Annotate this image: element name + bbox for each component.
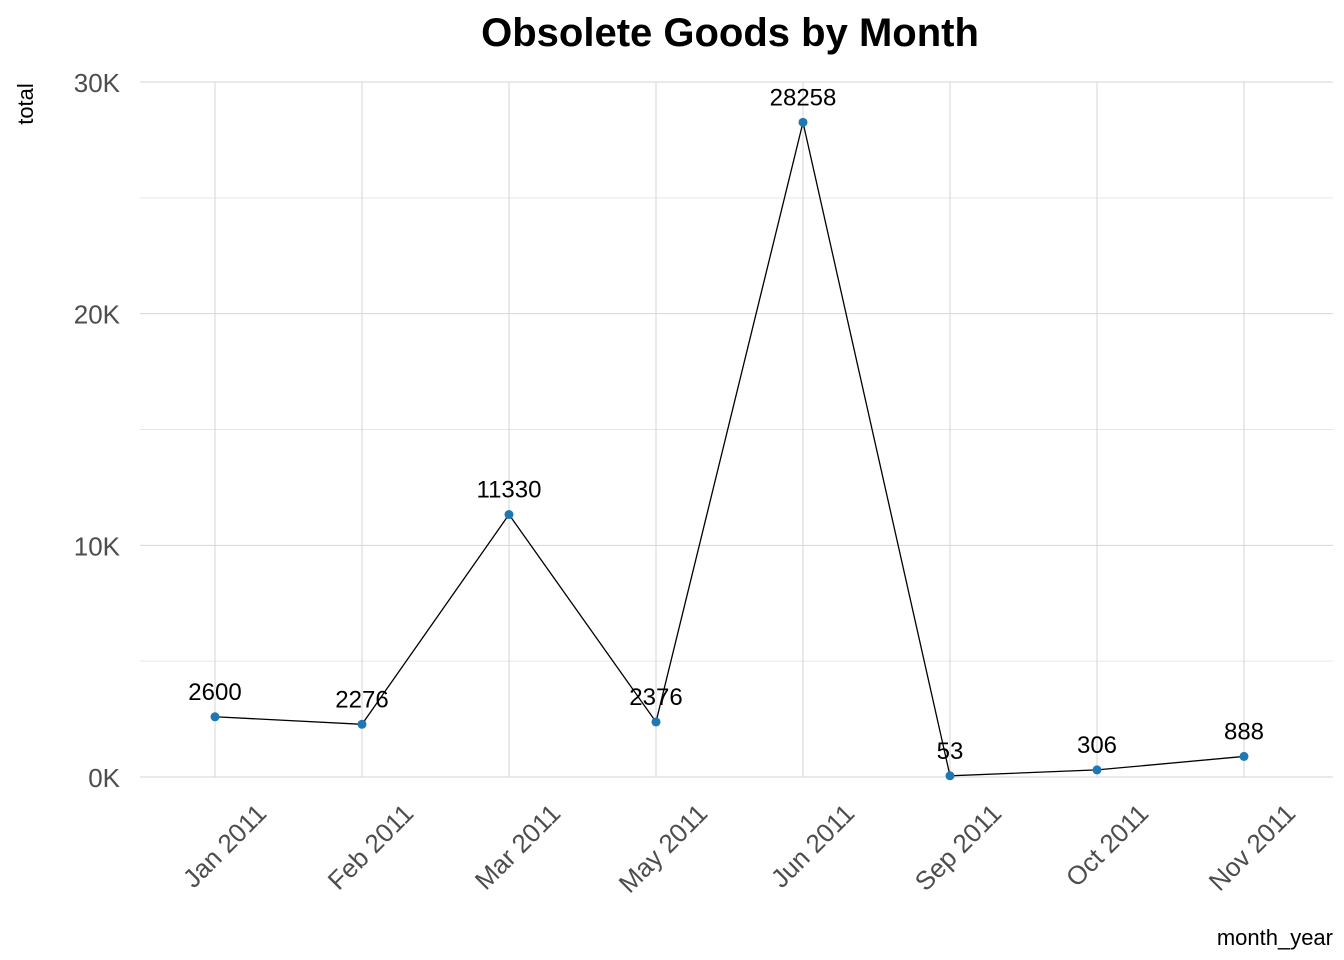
data-point [504, 510, 514, 520]
x-tick-label: Oct 2011 [1060, 798, 1154, 892]
data-point [798, 117, 808, 127]
x-tick-label: May 2011 [613, 798, 714, 899]
series-total [210, 117, 1249, 781]
data-point [357, 719, 367, 729]
y-tick-label: 30K [74, 68, 121, 98]
data-labels: 2600 2276 11330 2376 28258 53 306 888 [188, 84, 1264, 764]
x-tick-label: Mar 2011 [469, 798, 567, 896]
data-label: 888 [1224, 718, 1264, 745]
y-tick-label: 10K [74, 531, 121, 561]
x-tick-label: Jun 2011 [765, 798, 861, 894]
x-tick-label: Nov 2011 [1203, 798, 1302, 897]
data-label: 2600 [188, 679, 241, 706]
x-tick-label: Jan 2011 [177, 798, 273, 894]
data-point [1092, 765, 1102, 775]
chart-title: Obsolete Goods by Month [481, 11, 979, 55]
data-label: 2376 [629, 684, 682, 711]
series-line [214, 122, 1245, 777]
data-point [1239, 751, 1249, 761]
data-point [945, 771, 955, 781]
data-label: 11330 [477, 477, 542, 504]
data-label: 306 [1077, 732, 1117, 759]
x-axis-ticks: Jan 2011 Feb 2011 Mar 2011 May 2011 Jun 2011… [177, 798, 1302, 899]
data-label: 53 [937, 738, 964, 765]
y-axis-title: total [13, 83, 38, 125]
y-tick-label: 0K [88, 763, 120, 793]
data-point [651, 717, 661, 727]
data-label: 28258 [770, 84, 837, 111]
x-tick-label: Feb 2011 [322, 798, 420, 896]
grid [140, 81, 1333, 778]
y-tick-label: 20K [74, 300, 121, 330]
x-axis-title: month_year [1217, 925, 1333, 950]
y-axis-ticks: 0K 10K 20K 30K [74, 68, 121, 793]
data-point [210, 712, 220, 722]
data-label: 2276 [335, 686, 388, 713]
x-tick-label: Sep 2011 [909, 798, 1008, 897]
